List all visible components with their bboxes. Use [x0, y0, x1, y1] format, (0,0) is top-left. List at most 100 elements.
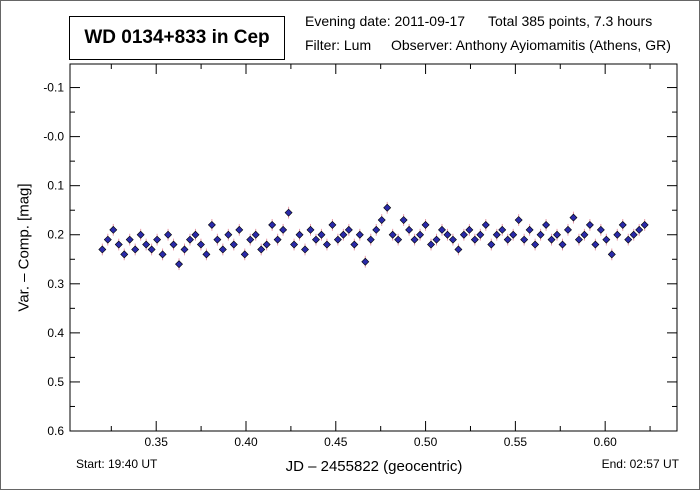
end-time: End: 02:57 UT	[601, 457, 679, 471]
data-point	[246, 235, 255, 244]
data-point	[388, 230, 397, 239]
data-point	[333, 235, 342, 244]
data-point	[98, 245, 107, 254]
filter-label: Filter: Lum	[305, 37, 372, 53]
data-point	[547, 235, 556, 244]
data-point	[640, 220, 649, 229]
data-point	[229, 240, 238, 249]
data-point	[224, 230, 233, 239]
data-point	[580, 230, 589, 239]
data-point	[585, 220, 594, 229]
data-point	[416, 230, 425, 239]
data-point	[257, 245, 266, 254]
y-tick-label: -0.1	[43, 81, 64, 95]
start-time: Start: 19:40 UT	[76, 457, 158, 471]
data-point	[262, 240, 271, 249]
data-point	[591, 240, 600, 249]
data-point	[602, 235, 611, 244]
data-point	[438, 225, 446, 234]
data-point	[607, 250, 616, 259]
evening-date: Evening date: 2011-09-17	[305, 13, 466, 29]
data-point	[558, 240, 567, 249]
data-point	[624, 235, 633, 244]
data-point	[114, 240, 123, 249]
data-point	[328, 220, 337, 229]
data-point	[355, 230, 364, 239]
data-point	[542, 220, 551, 229]
x-axis-label: JD – 2455822 (geocentric)	[285, 458, 463, 475]
data-point	[553, 230, 561, 239]
data-point	[125, 235, 134, 244]
data-point	[574, 235, 583, 244]
data-point	[465, 225, 474, 234]
x-tick-label: 0.50	[414, 435, 438, 449]
data-point	[136, 230, 145, 239]
data-point	[186, 235, 194, 244]
y-tick-label: 0.1	[47, 179, 64, 193]
data-point	[377, 216, 386, 224]
data-point	[240, 250, 249, 259]
data-point	[564, 225, 572, 234]
data-point	[312, 235, 320, 244]
data-point	[158, 250, 167, 259]
data-point	[481, 220, 490, 229]
data-point	[372, 225, 381, 234]
plot-border	[69, 63, 678, 432]
data-point	[454, 245, 463, 254]
data-point	[218, 245, 227, 254]
data-point	[635, 225, 644, 234]
data-point	[279, 225, 288, 234]
y-tick-label: 0.5	[47, 375, 64, 389]
data-point	[251, 230, 260, 239]
x-tick-label: 0.55	[504, 435, 528, 449]
chart-title: WD 0134+833 in Cep	[69, 16, 285, 60]
data-point	[306, 225, 315, 234]
data-point	[196, 240, 205, 249]
data-point	[202, 250, 211, 259]
data-point	[301, 245, 309, 254]
data-point	[235, 225, 244, 234]
data-point	[536, 230, 545, 239]
data-point	[410, 235, 419, 244]
data-point	[448, 235, 457, 244]
data-point	[487, 240, 496, 249]
y-tick-label: 0.2	[47, 228, 64, 242]
data-point	[492, 230, 501, 239]
y-tick-label: 0.4	[47, 326, 64, 340]
data-point	[213, 235, 222, 244]
data-point	[103, 235, 112, 244]
x-tick-label: 0.45	[324, 435, 348, 449]
observer-label: Observer: Anthony Ayiomamitis (Athens, G…	[391, 37, 671, 53]
data-point	[366, 235, 375, 244]
data-point	[153, 235, 162, 244]
data-point	[180, 245, 189, 254]
data-point	[498, 225, 507, 234]
data-point	[514, 216, 523, 224]
data-point	[520, 235, 529, 244]
data-point	[383, 203, 392, 212]
x-tick-label: 0.35	[145, 435, 169, 449]
data-point	[284, 208, 293, 217]
data-point	[618, 220, 627, 229]
data-point	[531, 240, 540, 249]
data-point	[290, 240, 299, 249]
data-point	[147, 245, 156, 254]
data-point	[207, 220, 216, 229]
data-point	[613, 230, 622, 239]
data-point	[405, 225, 414, 234]
x-tick-label: 0.40	[234, 435, 258, 449]
data-point	[120, 250, 129, 259]
data-point	[339, 230, 348, 239]
data-point	[295, 230, 304, 239]
y-tick-label: 0.3	[47, 277, 64, 291]
data-point	[268, 220, 277, 229]
data-point	[432, 235, 441, 244]
data-point	[443, 230, 452, 239]
y-tick-label: 0.6	[47, 424, 64, 438]
data-point	[421, 220, 430, 229]
data-point	[164, 230, 173, 239]
data-point	[459, 230, 468, 239]
data-point	[322, 240, 331, 249]
